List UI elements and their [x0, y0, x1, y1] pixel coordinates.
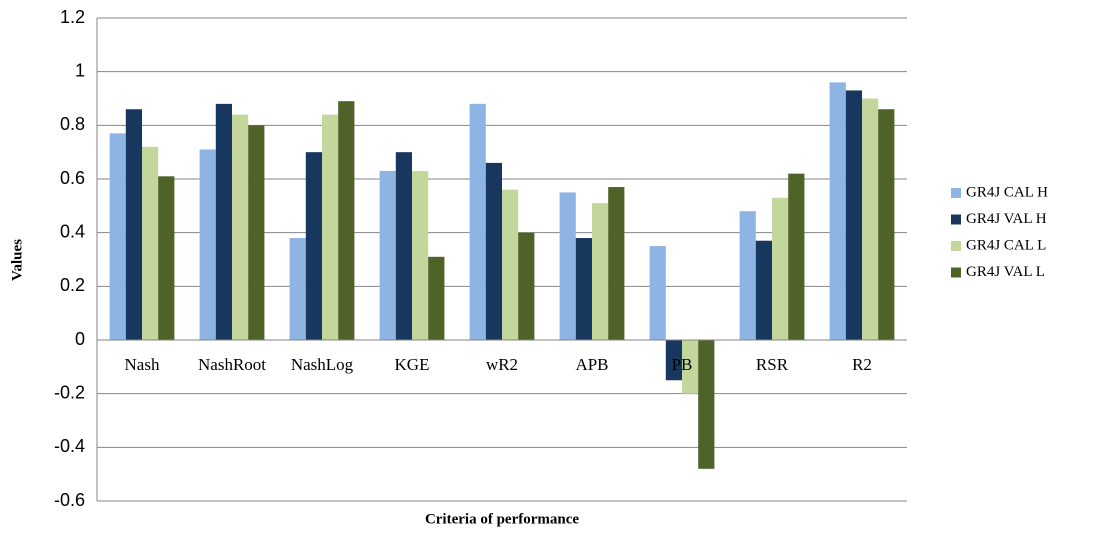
y-tick-label: 0.2	[60, 275, 85, 295]
legend-swatch	[951, 241, 961, 251]
bar	[125, 109, 142, 340]
y-tick-label: 0	[75, 329, 85, 349]
y-tick-label: 0.6	[60, 168, 85, 188]
bar	[428, 256, 445, 340]
bar	[395, 152, 412, 340]
y-tick-label: -0.2	[54, 382, 85, 402]
x-tick-label: RSR	[756, 355, 789, 374]
legend-swatch	[951, 267, 961, 278]
bar	[158, 176, 175, 340]
y-tick-label: 0.4	[60, 221, 85, 241]
legend-label: GR4J CAL L	[966, 237, 1046, 253]
legend-label: GR4J VAL L	[966, 264, 1045, 280]
x-tick-label: PB	[672, 355, 693, 374]
bar	[232, 114, 249, 340]
bar	[305, 152, 322, 340]
bar	[379, 170, 396, 340]
bar	[862, 98, 879, 340]
x-tick-label: NashRoot	[198, 355, 266, 374]
legend-label: GR4J VAL H	[966, 211, 1047, 227]
legend-swatch	[951, 214, 961, 225]
bar	[665, 340, 682, 381]
bar	[878, 109, 895, 340]
bar	[412, 170, 429, 340]
bar	[502, 189, 519, 340]
bar	[772, 197, 789, 340]
bar	[575, 238, 592, 340]
bar	[559, 192, 576, 340]
x-tick-label: NashLog	[291, 355, 354, 374]
bar	[682, 340, 699, 394]
bar	[755, 240, 772, 340]
bar	[199, 149, 216, 340]
bar	[142, 146, 159, 340]
bar	[289, 238, 306, 340]
x-tick-label: Nash	[125, 355, 160, 374]
bar	[322, 114, 339, 340]
x-tick-label: KGE	[395, 355, 430, 374]
bar	[338, 101, 355, 340]
bar	[592, 203, 609, 340]
bar	[698, 340, 715, 469]
bar	[739, 211, 756, 340]
y-tick-label: 0.8	[60, 114, 85, 134]
bar	[608, 187, 625, 340]
legend-swatch	[951, 188, 961, 198]
bar	[845, 90, 862, 340]
bar	[649, 246, 666, 340]
y-tick-label: 1.2	[60, 7, 85, 27]
x-tick-label: R2	[852, 355, 872, 374]
bar	[215, 103, 232, 340]
bar	[109, 133, 126, 340]
legend-label: GR4J CAL H	[966, 184, 1048, 200]
y-tick-label: 1	[75, 60, 85, 80]
x-axis-title: Criteria of performance	[425, 511, 579, 527]
x-tick-label: wR2	[486, 355, 518, 374]
bar	[469, 103, 486, 340]
bar	[248, 125, 265, 340]
bar	[788, 173, 805, 340]
bar	[518, 232, 535, 340]
x-tick-label: APB	[575, 355, 608, 374]
bar	[829, 82, 846, 341]
y-tick-label: -0.6	[54, 490, 85, 510]
y-tick-label: -0.4	[54, 436, 85, 456]
y-axis-title: Values	[9, 239, 25, 281]
bar	[485, 162, 502, 340]
